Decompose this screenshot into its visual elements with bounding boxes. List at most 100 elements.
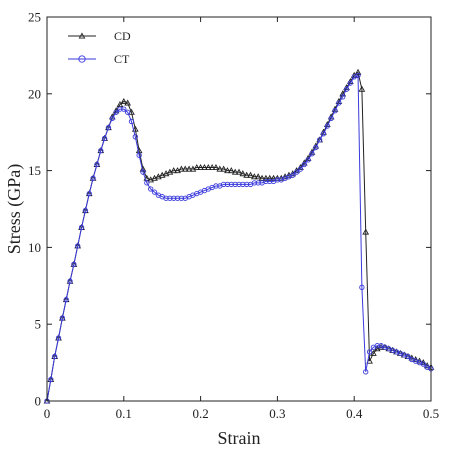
data-point-ct: [236, 181, 242, 188]
series-ct: [44, 72, 434, 404]
legend-label: CD: [114, 29, 131, 43]
data-point-cd: [197, 164, 204, 171]
data-point-ct: [274, 177, 281, 183]
legend-label: CT: [114, 52, 130, 66]
data-point-ct: [121, 106, 127, 112]
data-point-ct: [67, 278, 73, 284]
data-point-cd: [370, 349, 377, 356]
x-axis-title: Strain: [218, 428, 261, 448]
axes-frame: [46, 16, 432, 402]
data-point-ct: [55, 335, 62, 341]
data-point-cd: [131, 125, 139, 132]
data-point-ct: [324, 123, 330, 129]
legend-entry-ct: CT: [68, 52, 130, 66]
data-point-ct: [267, 178, 273, 185]
data-point-ct: [328, 115, 334, 122]
data-point-ct: [293, 169, 300, 175]
data-point-cd: [243, 171, 251, 178]
y-axis-title: Stress (GPa): [4, 164, 25, 255]
data-point-ct: [251, 180, 258, 186]
y-tick-label: 10: [28, 240, 41, 255]
data-point-cd: [181, 165, 189, 172]
data-point-cd: [235, 168, 243, 175]
data-point-ct: [309, 151, 315, 157]
data-point-ct: [316, 137, 323, 143]
data-point-ct: [332, 108, 338, 114]
data-point-cd: [185, 165, 193, 172]
data-point-ct: [366, 349, 373, 355]
data-point-ct: [75, 243, 81, 249]
data-point-ct: [336, 100, 342, 106]
x-tick-label: 0.3: [269, 406, 285, 421]
data-point-ct: [117, 106, 123, 112]
data-point-ct: [163, 195, 169, 201]
data-point-ct: [244, 181, 250, 188]
data-point-ct: [213, 183, 219, 189]
data-point-ct: [405, 353, 411, 360]
data-point-cd: [208, 164, 216, 171]
data-point-cd: [178, 165, 185, 172]
data-point-ct: [220, 181, 227, 188]
data-point-ct: [109, 115, 115, 122]
x-tick-label: 0: [44, 406, 51, 421]
data-point-cd: [170, 167, 178, 174]
x-tick-label: 0.4: [346, 406, 363, 421]
data-point-ct: [174, 195, 181, 201]
data-point-ct: [59, 315, 66, 321]
data-point-ct: [240, 181, 246, 188]
data-point-ct: [320, 131, 327, 137]
series-line-ct: [46, 74, 432, 402]
data-point-ct: [305, 157, 311, 163]
data-point-ct: [144, 180, 150, 186]
y-tick-label: 15: [28, 163, 41, 178]
data-point-ct: [132, 134, 138, 140]
data-point-ct: [301, 161, 307, 168]
data-point-cd: [262, 174, 270, 181]
data-point-cd: [204, 164, 212, 171]
y-tick-label: 5: [35, 317, 42, 332]
data-point-ct: [255, 180, 261, 186]
data-point-ct: [167, 195, 173, 201]
data-point-cd: [216, 165, 224, 172]
data-point-ct: [171, 195, 177, 201]
series-cd: [43, 68, 435, 404]
x-tick-label: 0.1: [116, 406, 132, 421]
data-point-ct: [48, 376, 54, 383]
legend-marker: [78, 55, 86, 63]
data-point-ct: [52, 353, 58, 360]
legend-marker: [78, 32, 86, 39]
data-point-cd: [224, 167, 231, 174]
data-point-cd: [239, 170, 247, 177]
data-point-ct: [178, 195, 185, 201]
data-point-ct: [313, 144, 319, 151]
data-point-cd: [250, 173, 258, 180]
data-point-ct: [71, 261, 77, 267]
data-point-ct: [363, 369, 369, 375]
data-point-ct: [82, 207, 89, 214]
data-point-ct: [420, 361, 426, 367]
data-point-cd: [358, 85, 366, 92]
data-point-ct: [86, 190, 92, 197]
data-point-ct: [78, 224, 85, 231]
data-point-cd: [354, 68, 362, 75]
data-point-cd: [247, 171, 254, 178]
x-tick-label: 0.2: [192, 406, 208, 421]
data-point-ct: [340, 94, 346, 100]
data-point-ct: [98, 147, 104, 154]
data-point-ct: [140, 169, 146, 175]
data-point-ct: [297, 166, 304, 172]
data-point-ct: [359, 284, 365, 290]
legend-entry-cd: CD: [68, 29, 131, 43]
data-point-ct: [290, 172, 296, 178]
data-point-ct: [124, 109, 131, 115]
data-point-ct: [355, 72, 361, 79]
data-point-ct: [224, 181, 231, 188]
data-point-ct: [263, 178, 269, 185]
x-tick-label: 0.5: [423, 406, 439, 421]
data-point-cd: [266, 174, 274, 181]
data-point-cd: [201, 164, 208, 171]
data-point-ct: [90, 175, 96, 181]
data-point-ct: [94, 161, 100, 168]
data-point-cd: [231, 168, 239, 175]
